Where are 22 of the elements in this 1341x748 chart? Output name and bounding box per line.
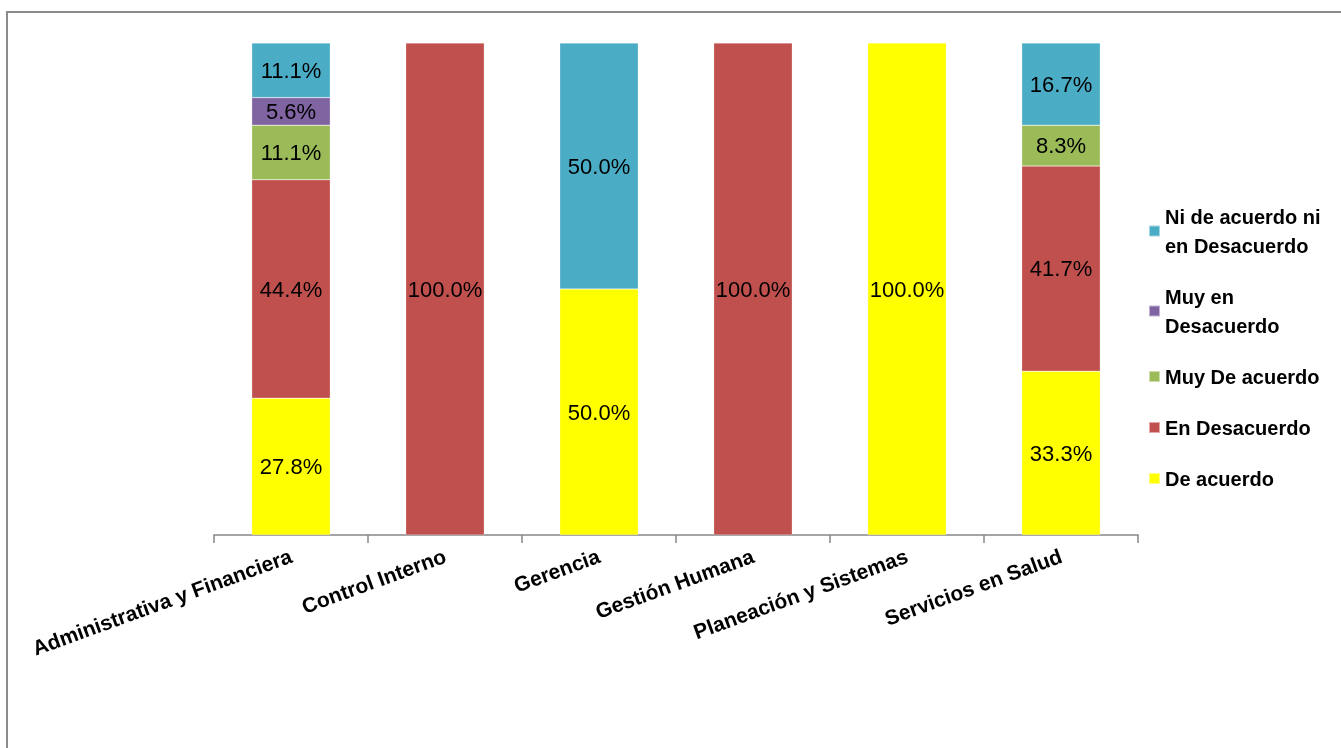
legend-label: De acuerdo xyxy=(1165,467,1274,490)
legend-label: Muy en Desacuerdo xyxy=(1165,285,1280,337)
legend-label: Muy De acuerdo xyxy=(1165,365,1320,388)
bar xyxy=(867,43,947,535)
data-label: 5.6% xyxy=(265,98,317,124)
legend-label: Ni de acuerdo ni en Desacuerdo xyxy=(1165,205,1327,257)
data-label: 100.0% xyxy=(715,276,791,302)
data-label: 33.3% xyxy=(1029,440,1093,466)
data-label: 50.0% xyxy=(567,399,631,425)
legend-label: En Desacuerdo xyxy=(1165,416,1311,439)
data-label: 16.7% xyxy=(1029,71,1093,97)
data-label: 50.0% xyxy=(567,153,631,179)
bar xyxy=(713,43,793,535)
data-label: 11.1% xyxy=(260,139,322,165)
data-label: 44.4% xyxy=(259,276,323,302)
bar xyxy=(405,43,485,535)
data-label: 41.7% xyxy=(1029,256,1093,282)
data-label: 8.3% xyxy=(1035,133,1087,159)
data-label: 100.0% xyxy=(869,276,945,302)
data-label: 100.0% xyxy=(407,276,483,302)
data-label: 11.1% xyxy=(260,57,322,83)
data-label: 27.8% xyxy=(259,454,323,480)
